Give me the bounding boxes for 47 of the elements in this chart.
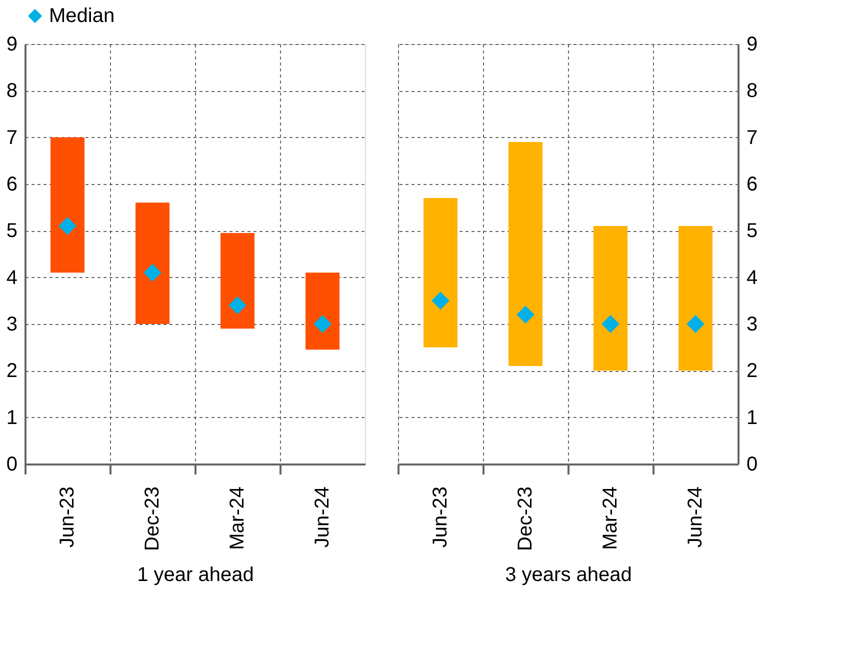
bar bbox=[50, 137, 84, 273]
y2-tick-label: 0 bbox=[746, 454, 758, 476]
y-tick-label: 6 bbox=[6, 174, 18, 196]
point bbox=[144, 264, 162, 282]
bar bbox=[594, 226, 628, 371]
bar bbox=[136, 202, 170, 324]
x-tick-label: Jun-24 bbox=[312, 486, 334, 548]
x-tick-label: Mar-24 bbox=[226, 486, 248, 550]
y2-tick-label: 5 bbox=[746, 220, 758, 242]
bar bbox=[508, 142, 542, 366]
y2-tick-label: 1 bbox=[746, 406, 758, 429]
point bbox=[432, 292, 450, 310]
x-tick-label: Dec-23 bbox=[142, 486, 164, 551]
y-tick-label: 3 bbox=[6, 314, 18, 336]
y2-tick-label: 8 bbox=[746, 80, 758, 102]
y2-tick-label: 2 bbox=[746, 360, 758, 382]
y-tick-label: 9 bbox=[6, 34, 18, 56]
x-axis-title: 3 years ahead bbox=[505, 564, 632, 586]
x-tick-label: Mar-24 bbox=[600, 486, 622, 550]
x-tick-label: Jun-23 bbox=[56, 486, 78, 548]
point bbox=[58, 217, 76, 235]
y-tick-label: 8 bbox=[6, 80, 18, 102]
bar bbox=[678, 226, 712, 371]
legend-label: Median bbox=[49, 5, 115, 27]
y2-tick-label: 9 bbox=[746, 34, 758, 56]
x-tick-label: Jun-23 bbox=[430, 486, 452, 548]
y-tick-label: 2 bbox=[6, 360, 18, 382]
bar bbox=[424, 198, 458, 348]
y2-tick-label: 6 bbox=[746, 174, 758, 196]
y2-tick-label: 4 bbox=[746, 266, 758, 289]
y-tick-label: 5 bbox=[6, 220, 18, 242]
point bbox=[686, 315, 704, 333]
point bbox=[314, 315, 332, 333]
point bbox=[516, 306, 534, 324]
y-tick-label: 1 bbox=[6, 406, 18, 429]
x-tick-label: Dec-23 bbox=[514, 486, 536, 551]
y-tick-label: 0 bbox=[6, 454, 18, 476]
y-tick-label: 4 bbox=[6, 266, 18, 289]
point bbox=[228, 296, 246, 314]
y2-tick-label: 7 bbox=[746, 126, 758, 149]
x-axis-title: 1 year ahead bbox=[137, 564, 254, 586]
x-tick-label: Jun-24 bbox=[684, 486, 706, 548]
bar bbox=[220, 233, 254, 329]
y-tick-label: 7 bbox=[6, 126, 18, 149]
bar bbox=[306, 272, 340, 350]
y2-tick-label: 3 bbox=[746, 314, 758, 336]
point bbox=[602, 315, 620, 333]
